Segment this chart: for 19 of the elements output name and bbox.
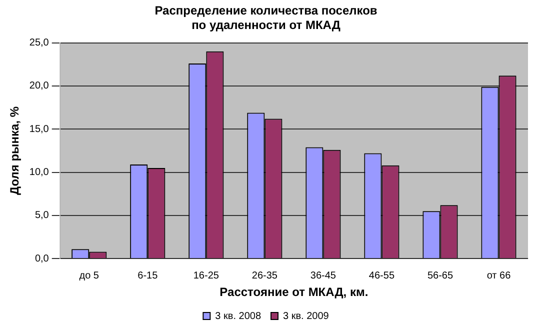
y-tick-label: 25,0 xyxy=(29,38,50,49)
x-tick-label: 6-15 xyxy=(138,270,158,282)
y-tick-label: 0,0 xyxy=(34,253,50,264)
y-tick-label: 15,0 xyxy=(29,124,50,135)
x-tick-label: от 66 xyxy=(486,270,512,282)
x-tick-label: 46-55 xyxy=(368,270,395,282)
x-axis-title: Расстояние от МКАД, км. xyxy=(220,285,368,300)
x-tick-label: 36-45 xyxy=(310,270,336,282)
x-tick-label: 26-35 xyxy=(252,270,278,282)
x-tick-label: 16-25 xyxy=(193,270,220,282)
chart-title: Распределение количества поселков по удаленности от МКАД xyxy=(154,4,378,32)
legend-label: 3 кв. 2008 xyxy=(215,310,262,322)
legend-label: 3 кв. 2009 xyxy=(283,310,330,322)
y-axis-title: Доля рынка, % xyxy=(8,106,22,195)
x-tick-label: до 5 xyxy=(79,270,100,282)
x-tick-label: 56-65 xyxy=(427,270,454,282)
y-tick-label: 20,0 xyxy=(29,80,50,92)
y-tick-label: 10,0 xyxy=(29,167,50,178)
y-tick-label: 5,0 xyxy=(34,210,50,222)
